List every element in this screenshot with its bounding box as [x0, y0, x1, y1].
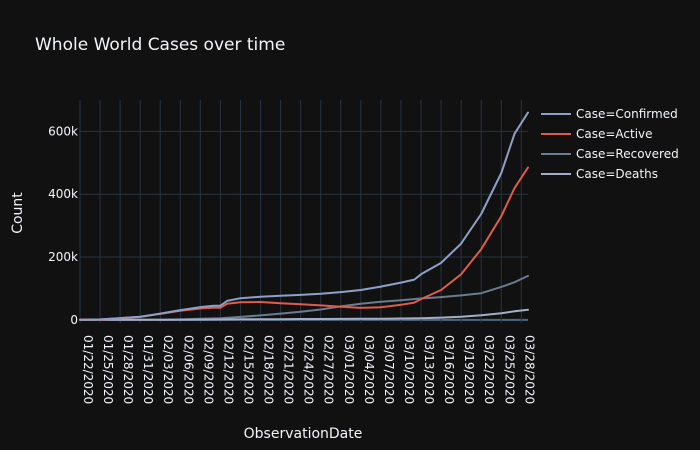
- x-tick-label: 03/16/2020: [442, 335, 456, 404]
- legend-label: Case=Active: [576, 127, 653, 141]
- y-tick-label: 200k: [48, 250, 78, 264]
- x-tick-label: 01/22/2020: [81, 335, 95, 404]
- y-tick-label: 600k: [48, 124, 78, 138]
- x-tick-label: 02/27/2020: [322, 335, 336, 404]
- x-tick-label: 01/25/2020: [101, 335, 115, 404]
- x-tick-label: 02/21/2020: [282, 335, 296, 404]
- x-tick-label: 02/03/2020: [161, 335, 175, 404]
- chart-title: Whole World Cases over time: [35, 35, 285, 55]
- x-tick-label: 03/19/2020: [462, 335, 476, 404]
- y-axis-title: Count: [10, 192, 26, 234]
- x-tick-label: 03/07/2020: [382, 335, 396, 404]
- x-gridlines: [80, 100, 521, 323]
- legend-label: Case=Recovered: [576, 147, 679, 161]
- x-tick-label: 01/28/2020: [121, 335, 135, 404]
- x-tick-label: 03/04/2020: [362, 335, 376, 404]
- y-tick-label: 400k: [48, 187, 78, 201]
- x-tick-label: 03/01/2020: [342, 335, 356, 404]
- x-tick-label: 02/24/2020: [302, 335, 316, 404]
- x-tick-label: 03/22/2020: [482, 335, 496, 404]
- x-tick-labels: 01/22/2020 01/25/2020 01/28/2020 01/31/2020…: [81, 335, 536, 404]
- x-tick-label: 03/10/2020: [402, 335, 416, 404]
- x-tick-label: 02/18/2020: [262, 335, 276, 404]
- x-tick-label: 02/12/2020: [221, 335, 235, 404]
- x-tick-label: 02/15/2020: [241, 335, 255, 404]
- x-tick-label: 01/31/2020: [141, 335, 155, 404]
- legend-item-recovered[interactable]: Case=Recovered: [541, 147, 679, 161]
- x-tick-label: 02/06/2020: [181, 335, 195, 404]
- legend[interactable]: Case=Confirmed Case=Active Case=Recovered C…: [541, 107, 679, 181]
- legend-item-active[interactable]: Case=Active: [541, 127, 653, 141]
- x-tick-label: 02/09/2020: [201, 335, 215, 404]
- legend-item-deaths[interactable]: Case=Deaths: [541, 167, 658, 181]
- x-tick-label: 03/13/2020: [422, 335, 436, 404]
- x-tick-label: 03/28/2020: [522, 335, 536, 404]
- x-tick-label: 03/25/2020: [502, 335, 516, 404]
- legend-label: Case=Deaths: [576, 167, 658, 181]
- y-tick-labels: 0 200k 400k 600k: [48, 124, 78, 326]
- legend-item-confirmed[interactable]: Case=Confirmed: [541, 107, 678, 121]
- y-tick-label: 0: [70, 313, 78, 327]
- x-axis-title: ObservationDate: [244, 426, 363, 442]
- legend-label: Case=Confirmed: [576, 107, 678, 121]
